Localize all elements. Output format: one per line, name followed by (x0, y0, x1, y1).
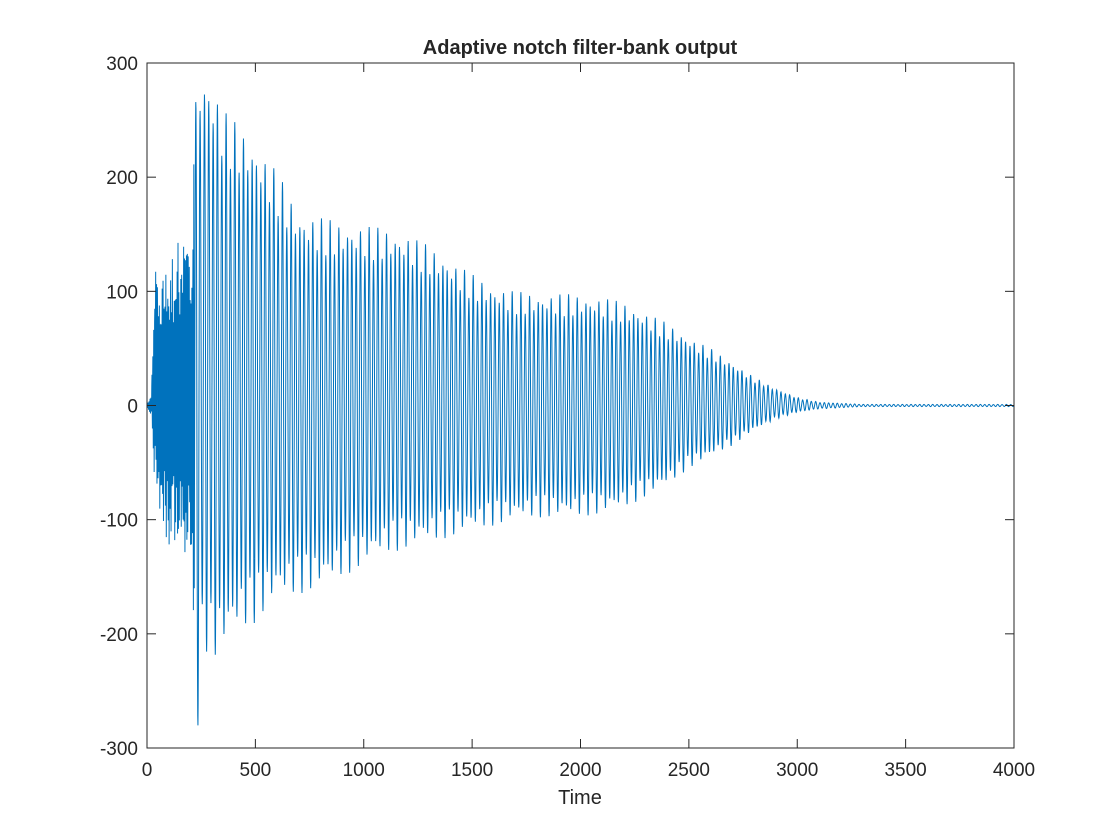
chart-title: Adaptive notch filter-bank output (423, 37, 738, 59)
x-tick-label: 500 (240, 760, 272, 781)
y-tick-label: 300 (106, 54, 138, 75)
y-tick-label: 200 (106, 168, 138, 189)
y-tick-label: -100 (100, 511, 138, 532)
x-tick-label: 0 (142, 760, 153, 781)
x-tick-label: 3500 (884, 760, 926, 781)
x-tick-label: 1500 (451, 760, 493, 781)
y-tick-label: -200 (100, 625, 138, 646)
series-line (147, 94, 1014, 726)
y-tick-label: 0 (127, 397, 138, 418)
series-layer (147, 94, 1014, 726)
x-tick-label: 2000 (559, 760, 601, 781)
ticks-layer: 0 500 1000 1500 2000 2500 3000 3500 4000-300-200… (100, 54, 1035, 781)
x-tick-label: 3000 (776, 760, 818, 781)
y-tick-label: 100 (106, 282, 138, 303)
y-tick-label: -300 (100, 739, 138, 760)
x-tick-label: 1000 (343, 760, 385, 781)
x-tick-label: 4000 (993, 760, 1035, 781)
x-axis-label: Time (558, 787, 602, 809)
x-tick-label: 2500 (668, 760, 710, 781)
